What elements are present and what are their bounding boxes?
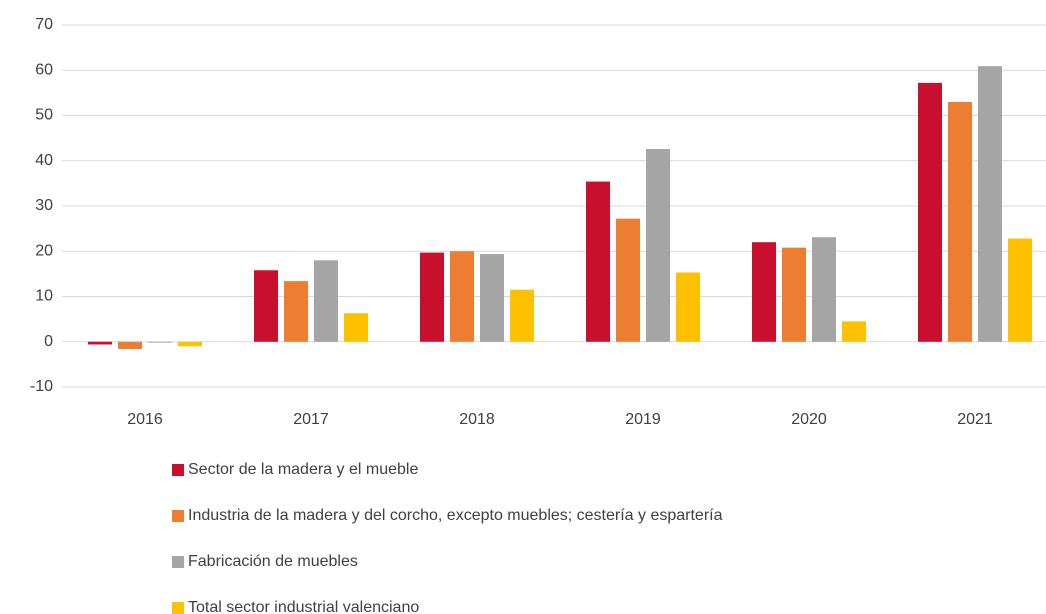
y-tick-label: 10 [35, 288, 53, 305]
bar [812, 237, 836, 342]
legend-swatch [172, 602, 184, 614]
x-tick-label: 2016 [127, 411, 163, 428]
bar [118, 341, 142, 349]
bar [344, 313, 368, 342]
y-tick-label: -10 [30, 378, 53, 395]
bar [752, 242, 776, 342]
bar [254, 270, 278, 342]
y-tick-label: 60 [35, 61, 53, 78]
legend-label: Total sector industrial valenciano [188, 599, 419, 614]
bar [1008, 238, 1032, 342]
legend-label: Fabricación de muebles [188, 553, 358, 570]
bar [782, 247, 806, 342]
x-tick-label: 2021 [957, 411, 993, 428]
bar [676, 272, 700, 342]
bar [88, 341, 112, 345]
y-tick-label: 40 [35, 152, 53, 169]
bar [480, 253, 504, 342]
legend-label: Industria de la madera y del corcho, exc… [188, 507, 723, 524]
bar [646, 148, 670, 342]
y-tick-label: 70 [35, 16, 53, 33]
y-tick-label: 0 [44, 333, 53, 350]
bar [948, 101, 972, 342]
x-tick-label: 2017 [293, 411, 329, 428]
bar [178, 341, 202, 347]
y-tick-label: 20 [35, 242, 53, 259]
y-tick-label: 30 [35, 197, 53, 214]
legend-label: Sector de la madera y el mueble [188, 461, 418, 478]
bar [420, 252, 444, 342]
bar [616, 218, 640, 342]
bar [148, 341, 172, 343]
bar [918, 82, 942, 342]
legend-swatch [172, 556, 184, 568]
bar [510, 289, 534, 342]
bar [978, 66, 1002, 342]
bar [284, 281, 308, 342]
x-tick-label: 2018 [459, 411, 495, 428]
bar [314, 260, 338, 342]
legend-swatch [172, 510, 184, 522]
bar [450, 251, 474, 342]
x-tick-label: 2020 [791, 411, 827, 428]
y-tick-label: 50 [35, 107, 53, 124]
bar [586, 181, 610, 342]
legend-swatch [172, 464, 184, 476]
x-tick-label: 2019 [625, 411, 661, 428]
bar [842, 321, 866, 342]
